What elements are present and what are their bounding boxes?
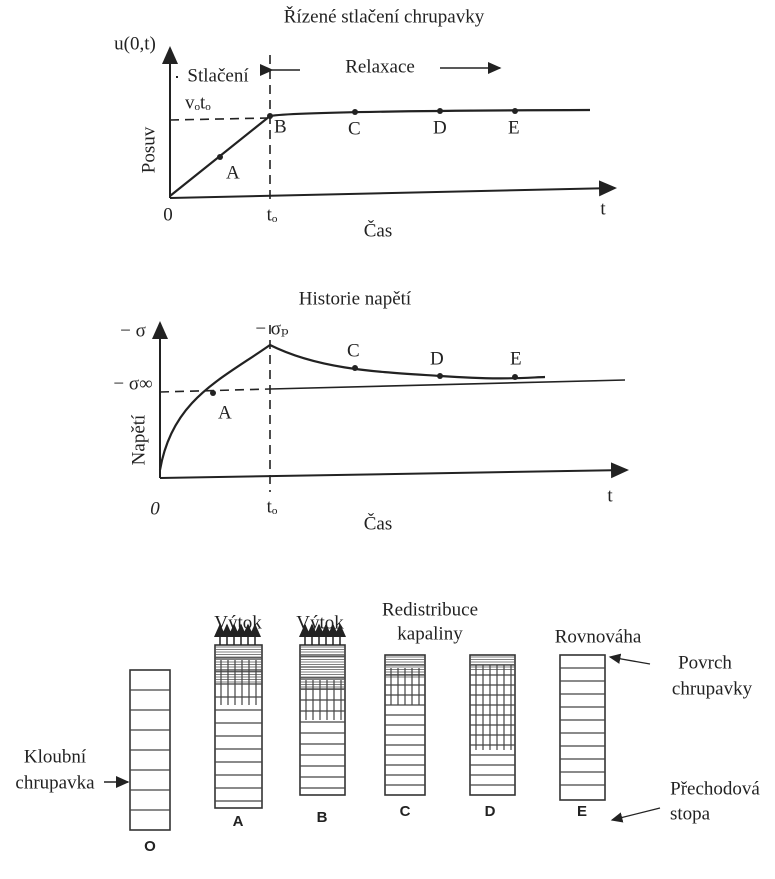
point [352, 365, 358, 371]
stress-diagram: Historie napětí − σ − σₚ − σ∞ Napětí A C… [113, 288, 627, 534]
header: Redistribuce [382, 599, 478, 620]
arrow [612, 808, 660, 820]
x-axis-title: Čas [364, 219, 393, 241]
point [437, 373, 443, 379]
cartilage-column [560, 655, 605, 800]
phase-label: Stlačení [187, 65, 249, 86]
point-label: E [510, 348, 522, 369]
point [437, 108, 443, 114]
point [217, 154, 223, 160]
column-label: B [317, 809, 328, 826]
peak-label: − σₚ [255, 318, 289, 339]
time-marker: tₒ [267, 496, 278, 517]
phase-label: Relaxace [345, 56, 415, 77]
origin: 0 [150, 498, 160, 519]
point-label: A [226, 162, 240, 183]
x-axis [160, 470, 627, 478]
annotation: chrupavka [15, 772, 95, 793]
arrow [610, 657, 650, 664]
column-label: D [485, 803, 496, 820]
y-axis-title: Posuv [138, 126, 159, 173]
points [217, 108, 518, 160]
level-label: vₒtₒ [185, 92, 211, 113]
diagram: Řízené stlačení chrupavky u(0,t) Posuv S… [0, 0, 775, 879]
title: Historie napětí [299, 288, 412, 309]
point-label: C [347, 340, 360, 361]
column-label: E [577, 803, 587, 820]
x-axis [170, 188, 615, 198]
point-label: D [433, 117, 447, 138]
y-label: − σ [120, 320, 146, 341]
header: Výtok [296, 612, 344, 633]
point-label: D [430, 348, 444, 369]
annotation: Přechodová [670, 778, 760, 799]
point [512, 374, 518, 380]
x-end-label: t [600, 198, 606, 219]
body: Řízené stlačení chrupavky u(0,t) Posuv S… [0, 0, 775, 879]
displacement-diagram: Řízené stlačení chrupavky u(0,t) Posuv S… [114, 5, 615, 241]
point-label: A [218, 402, 232, 423]
equilibrium-line [270, 380, 625, 389]
equilibrium-label: − σ∞ [113, 373, 152, 394]
header: Rovnováha [555, 626, 642, 647]
cartilage-states: Výtok Výtok Redistribuce kapaliny Rovnov… [15, 599, 760, 855]
y-axis-title: Napětí [128, 414, 149, 465]
annotation: chrupavky [672, 678, 753, 699]
point [210, 390, 216, 396]
time-marker: tₒ [267, 204, 278, 225]
level-line [170, 118, 268, 120]
annotation: Povrch [678, 652, 732, 673]
origin: 0 [163, 204, 173, 225]
point-label: E [508, 117, 520, 138]
point [267, 113, 273, 119]
point [512, 108, 518, 114]
point [352, 109, 358, 115]
title: Řízené stlačení chrupavky [284, 5, 485, 27]
page: Řízené stlačení chrupavky { "displacemen… [0, 0, 775, 879]
header: kapaliny [397, 623, 463, 644]
point-label: B [274, 116, 287, 137]
column-label: A [233, 813, 244, 830]
x-end-label: t [607, 485, 613, 506]
column-label: O [144, 838, 156, 855]
point-label: C [348, 118, 361, 139]
x-axis-title: Čas [364, 512, 393, 534]
column-label: C [400, 803, 411, 820]
y-label: u(0,t) [114, 33, 156, 54]
annotation: Kloubní [24, 746, 87, 767]
annotation: stopa [670, 803, 711, 824]
